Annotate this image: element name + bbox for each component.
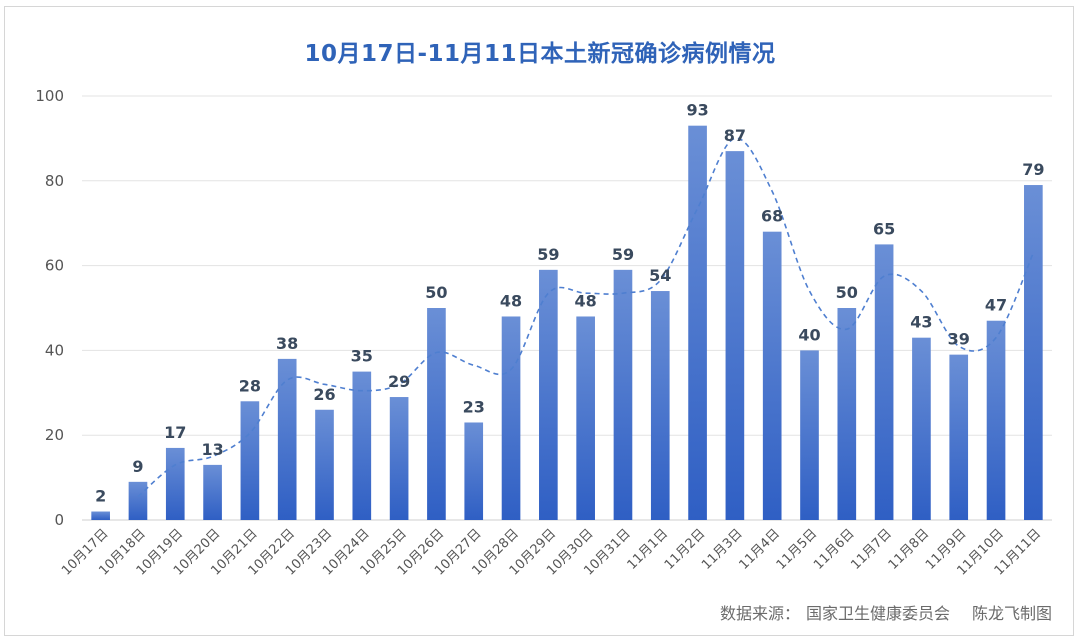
data-label: 48 — [500, 291, 522, 310]
bar — [539, 269, 558, 520]
data-label: 29 — [388, 372, 410, 391]
y-tick-label: 0 — [54, 511, 64, 529]
bar — [91, 511, 110, 520]
chart-title: 10月17日-11月11日本土新冠确诊病例情况 — [304, 41, 776, 67]
bar — [315, 409, 334, 520]
data-label: 38 — [276, 334, 298, 353]
bars — [91, 125, 1043, 521]
data-label: 54 — [649, 266, 671, 285]
source-label: 数据来源： — [719, 604, 800, 623]
data-label: 28 — [239, 376, 261, 395]
data-labels: 2917132838263529502348594859549387684050… — [95, 101, 1044, 506]
bar — [464, 422, 484, 520]
trendline — [137, 137, 1035, 498]
y-tick-label: 20 — [45, 426, 64, 444]
y-axis-tick-labels: 0 20 40 60 80 100 — [35, 87, 64, 529]
bar — [762, 231, 782, 520]
bar — [501, 316, 521, 520]
bar — [165, 447, 185, 520]
data-label: 9 — [132, 457, 143, 476]
bar — [986, 320, 1006, 520]
trendline-path — [137, 137, 1035, 498]
data-label: 59 — [612, 245, 634, 264]
data-label: 93 — [686, 101, 708, 120]
chart-frame — [4, 6, 1074, 636]
data-label: 68 — [761, 207, 783, 226]
bar — [389, 397, 409, 520]
data-label: 35 — [351, 347, 373, 366]
bar — [912, 337, 931, 520]
bar — [1024, 185, 1043, 521]
bar — [576, 316, 595, 520]
bar — [725, 151, 745, 520]
bar — [650, 291, 670, 520]
y-tick-label: 60 — [45, 257, 64, 275]
data-label: 65 — [873, 219, 895, 238]
source-author: 陈龙飞制图 — [971, 604, 1052, 623]
data-label: 17 — [164, 423, 186, 442]
bar — [240, 401, 260, 520]
data-label: 79 — [1022, 160, 1044, 179]
bar — [352, 371, 372, 520]
data-label: 40 — [798, 325, 820, 344]
bar — [949, 354, 969, 520]
data-label: 13 — [201, 440, 223, 459]
y-tick-label: 80 — [45, 172, 64, 190]
data-label: 50 — [836, 283, 858, 302]
data-label: 59 — [537, 245, 559, 264]
x-axis-tick-labels: 10月17日10月18日10月19日10月20日10月21日10月22日10月2… — [59, 526, 1044, 578]
bar — [688, 125, 707, 521]
data-label: 23 — [463, 397, 485, 416]
bar — [837, 308, 857, 520]
data-label: 47 — [985, 296, 1007, 315]
y-tick-label: 100 — [35, 87, 64, 105]
bar — [277, 358, 297, 520]
data-label: 50 — [425, 283, 447, 302]
data-label: 43 — [910, 313, 932, 332]
gridlines — [82, 95, 1052, 521]
data-label: 48 — [575, 291, 597, 310]
bar — [128, 481, 148, 520]
bar — [874, 244, 894, 520]
data-label: 26 — [313, 385, 335, 404]
y-tick-label: 40 — [45, 341, 64, 359]
source-org: 国家卫生健康委员会 — [805, 604, 950, 623]
data-label: 2 — [95, 487, 106, 506]
bar — [427, 308, 446, 520]
bar — [800, 350, 819, 520]
data-label: 87 — [724, 126, 746, 145]
bar — [203, 464, 222, 520]
bar — [613, 269, 633, 520]
data-label: 39 — [948, 330, 970, 349]
source-note: 数据来源： 国家卫生健康委员会 陈龙飞制图 — [714, 600, 1052, 624]
